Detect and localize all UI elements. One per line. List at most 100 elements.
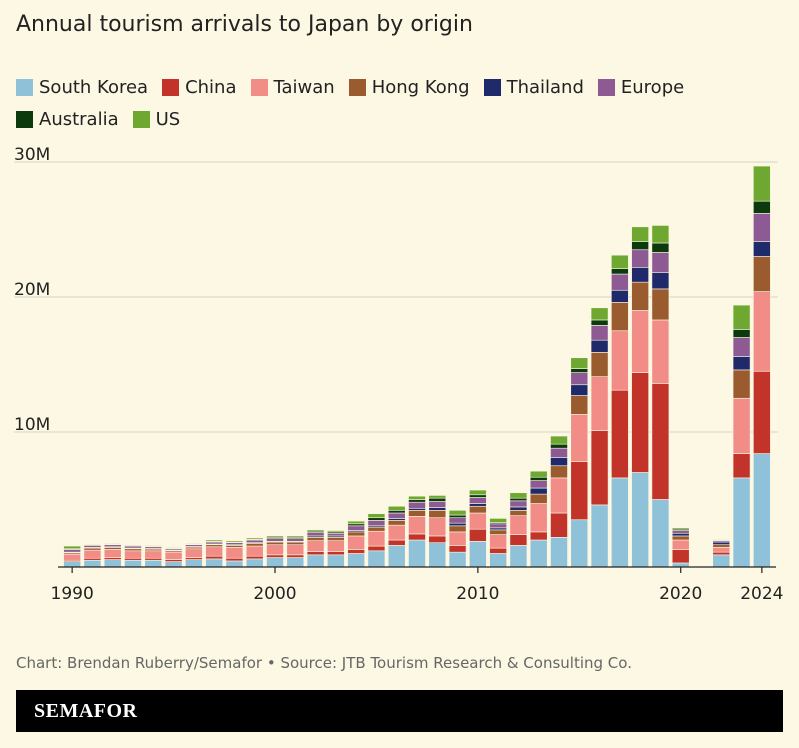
bar-segment	[732, 477, 751, 568]
bar-segment	[428, 509, 447, 519]
bar-segment	[651, 272, 670, 290]
bar-segment	[387, 539, 406, 546]
bar-segment	[590, 376, 609, 431]
legend-swatch	[250, 78, 268, 96]
bar-segment	[387, 518, 406, 521]
bar-segment	[469, 497, 487, 504]
bar-segment	[509, 497, 528, 502]
bar-segment	[124, 544, 142, 546]
bar-segment	[611, 289, 629, 303]
bar-segment	[347, 549, 365, 554]
chart: 10M 20M 30M 1990 2000 2010 2020 2024	[14, 145, 783, 604]
bar-segment	[327, 530, 345, 533]
bar-segment	[570, 519, 589, 568]
legend-swatch	[16, 110, 33, 128]
bar-segment	[306, 540, 325, 552]
bar-segment	[428, 501, 447, 508]
bar-segment	[225, 560, 244, 568]
bar-segment	[367, 545, 386, 552]
bar-segment	[448, 531, 467, 546]
bar-segment	[671, 530, 690, 534]
bar-segment	[651, 225, 670, 244]
bar-segment	[671, 562, 690, 568]
bar-segment	[753, 453, 771, 568]
bar-segment	[387, 509, 406, 514]
legend-swatch	[483, 78, 501, 96]
bar-segment	[347, 553, 365, 568]
bar-segment	[529, 531, 548, 541]
y-tick-label: 10M	[14, 415, 50, 435]
bar-segment	[651, 319, 670, 384]
bar-segment	[124, 557, 142, 561]
bar-segment	[103, 547, 122, 550]
bar-segment	[347, 520, 365, 525]
bar-segment	[611, 254, 629, 269]
bar-segment	[225, 557, 244, 562]
bar-segment	[408, 516, 426, 535]
legend-item: Hong Kong	[348, 76, 470, 98]
bar-segment	[266, 557, 284, 568]
bar-segment	[205, 539, 223, 542]
bar-segment	[266, 554, 284, 558]
bar-segment	[124, 550, 142, 559]
bar-segment	[631, 372, 649, 473]
bar-segment	[448, 525, 467, 533]
legend-swatch	[16, 78, 33, 96]
bar-segment	[671, 535, 690, 541]
bar-segment	[286, 541, 305, 546]
bar-segment	[185, 548, 203, 558]
brand-bar: SEMAFOR	[16, 690, 783, 732]
legend-swatch	[132, 110, 150, 128]
bar-segment	[590, 319, 609, 326]
bar-segment	[590, 430, 609, 506]
bar-segment	[327, 551, 345, 556]
bar-segment	[428, 497, 447, 502]
bar-segment	[408, 507, 426, 511]
bar-segment	[448, 509, 467, 516]
bar-segment	[327, 554, 345, 568]
bar-segment	[83, 559, 102, 568]
bar-segment	[509, 545, 528, 568]
legend-label: China	[185, 76, 237, 98]
bar-segment	[732, 397, 751, 454]
bar-segment	[164, 559, 183, 562]
legend-label: South Korea	[39, 76, 149, 98]
bar-segment	[428, 507, 447, 511]
bar-segment	[347, 523, 365, 527]
bar-segment	[671, 532, 690, 537]
bar-segment	[448, 514, 467, 519]
legend-swatch	[348, 78, 366, 96]
bar-segment	[671, 549, 690, 564]
bar-segment	[103, 543, 122, 545]
bar-segment	[367, 513, 386, 519]
bar-segment	[529, 493, 548, 504]
bar-segment	[225, 542, 244, 546]
bar-segment	[529, 476, 548, 481]
bar-segment	[570, 368, 589, 373]
bar-segment	[570, 395, 589, 415]
bar-segment	[529, 503, 548, 533]
bar-segment	[529, 480, 548, 489]
bar-segment	[387, 520, 406, 526]
bar-segment	[631, 310, 649, 373]
bar-segment	[651, 242, 670, 253]
bar-segment	[185, 543, 203, 545]
legend-label: US	[155, 108, 181, 130]
bar-segment	[631, 281, 649, 311]
bar-segment	[489, 527, 507, 531]
bar-segment	[753, 200, 771, 214]
bar-segment	[205, 546, 223, 557]
bar-segment	[550, 435, 568, 445]
bar-segment	[611, 273, 629, 291]
bar-segment	[732, 453, 751, 479]
bar-segment	[550, 465, 568, 479]
x-tick-label: 2000	[253, 584, 296, 604]
bar-segment	[367, 520, 386, 527]
bar-segment	[631, 241, 649, 251]
bar-segment	[469, 503, 487, 507]
bar-segment	[712, 541, 731, 546]
bar-segment	[712, 551, 731, 556]
bar-segment	[570, 357, 589, 369]
bar-segment	[469, 541, 487, 568]
bar-segment	[185, 557, 203, 560]
